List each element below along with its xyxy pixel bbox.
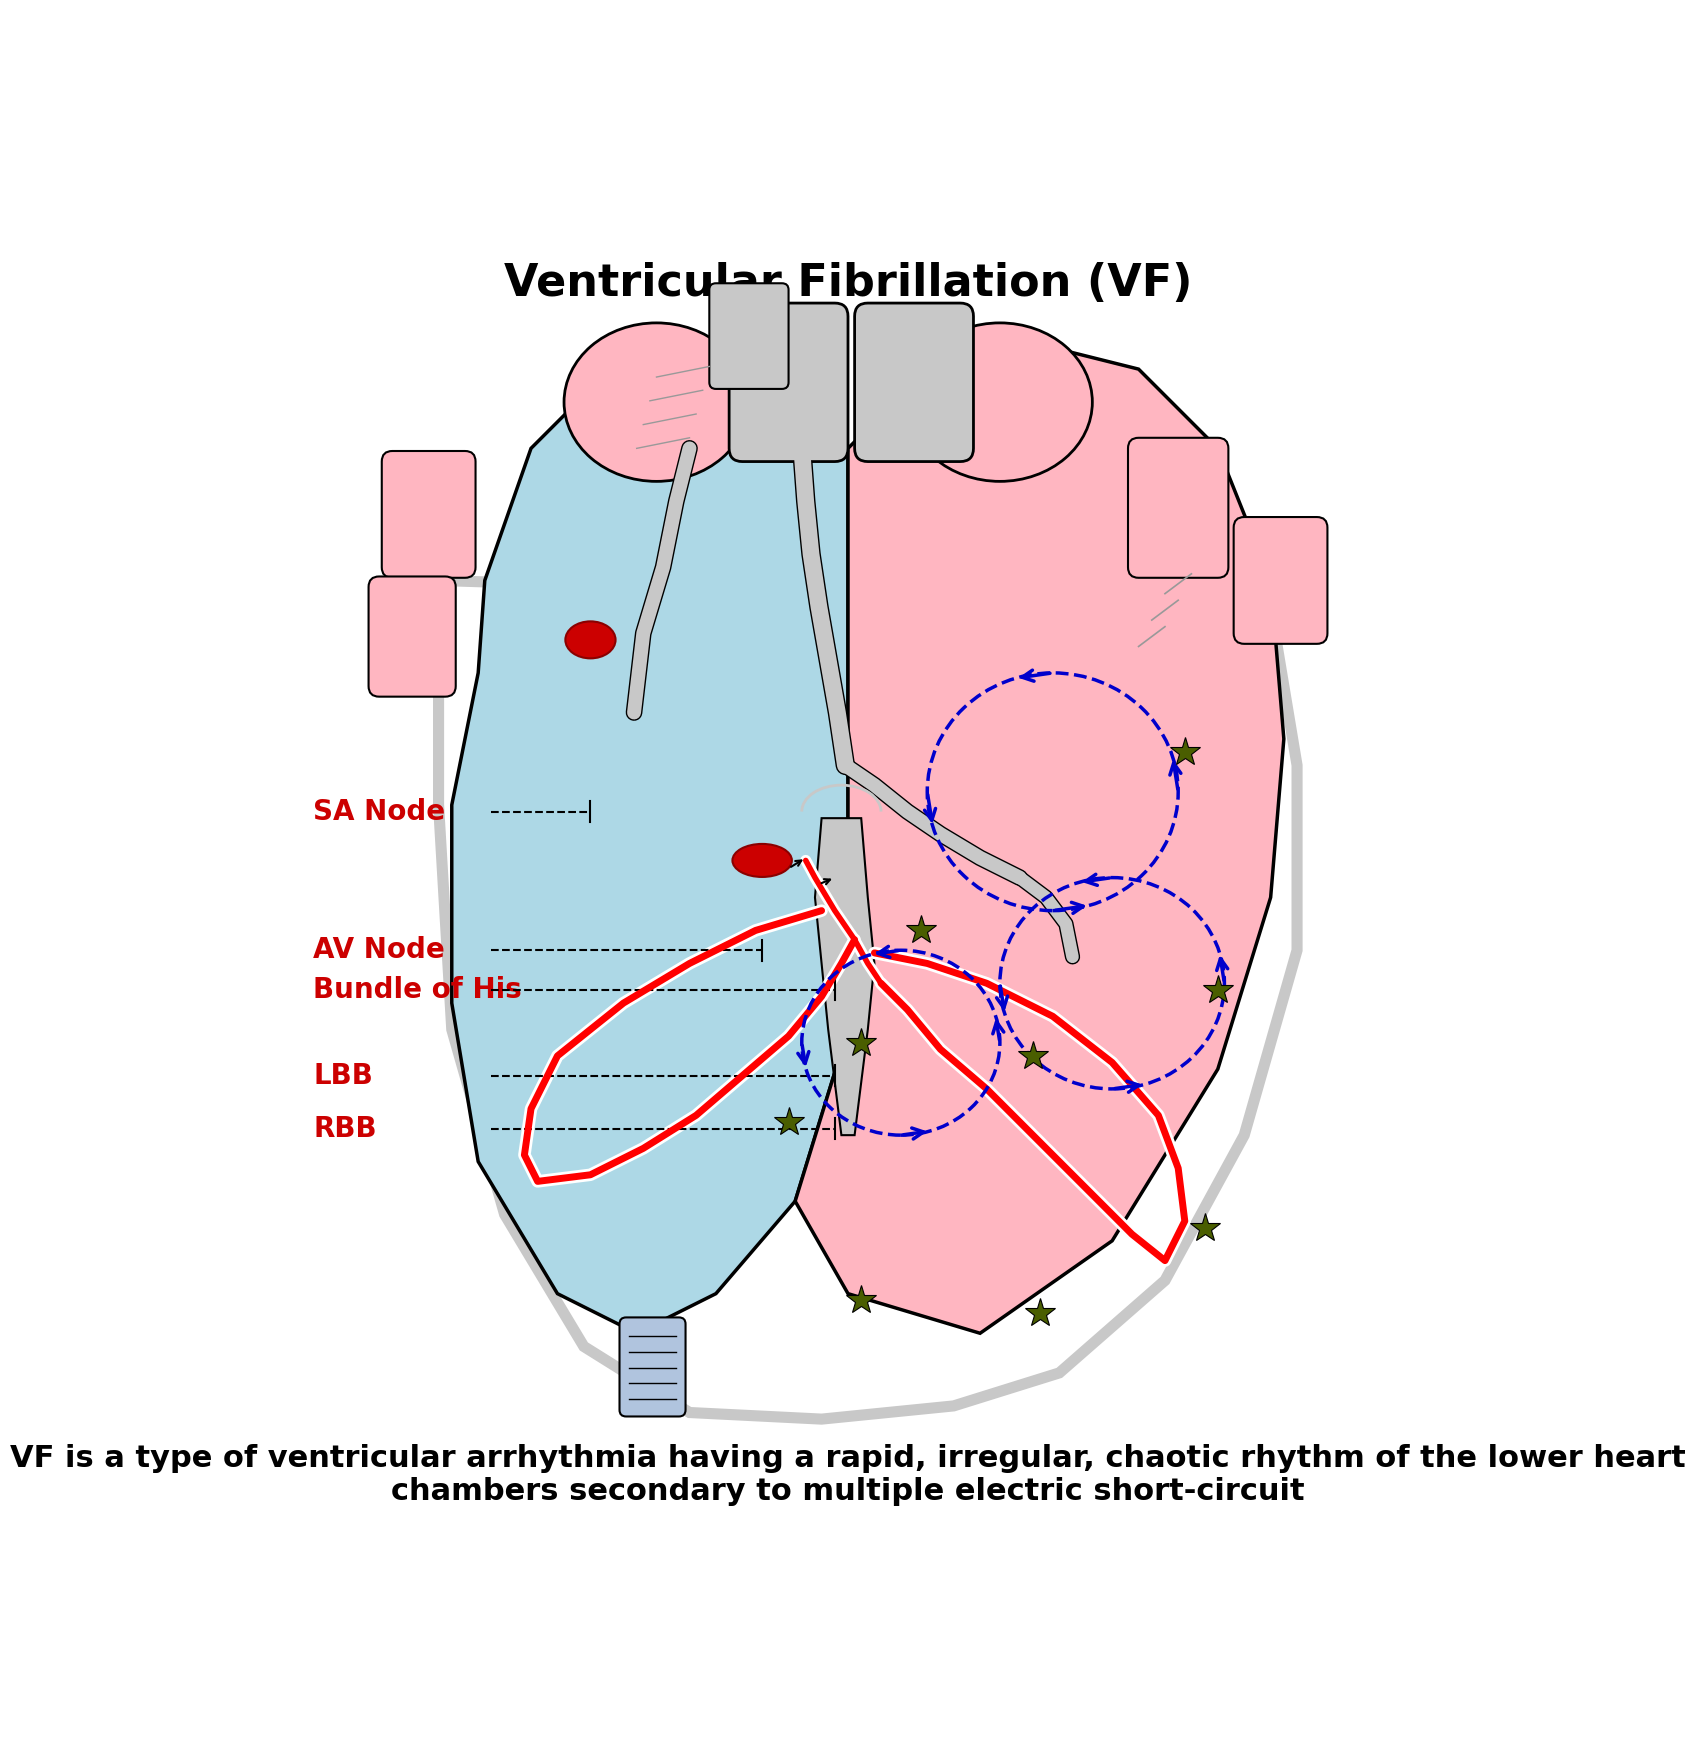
Text: Bundle of His: Bundle of His xyxy=(314,976,522,1003)
Ellipse shape xyxy=(565,622,616,658)
Text: LBB: LBB xyxy=(314,1061,373,1090)
Text: chambers secondary to multiple electric short-circuit: chambers secondary to multiple electric … xyxy=(392,1477,1304,1507)
FancyBboxPatch shape xyxy=(729,303,848,462)
Polygon shape xyxy=(816,819,875,1136)
FancyBboxPatch shape xyxy=(382,451,475,578)
FancyBboxPatch shape xyxy=(709,284,789,388)
Text: SA Node: SA Node xyxy=(314,798,446,826)
Polygon shape xyxy=(795,343,1284,1333)
Text: VF is a type of ventricular arrhythmia having a rapid, irregular, chaotic rhythm: VF is a type of ventricular arrhythmia h… xyxy=(10,1444,1686,1474)
Text: RBB: RBB xyxy=(314,1115,377,1143)
Ellipse shape xyxy=(733,843,792,876)
FancyBboxPatch shape xyxy=(1233,517,1328,645)
Text: AV Node: AV Node xyxy=(314,935,444,965)
FancyBboxPatch shape xyxy=(855,303,974,462)
FancyBboxPatch shape xyxy=(368,577,456,697)
Text: Ventricular Fibrillation (VF): Ventricular Fibrillation (VF) xyxy=(504,261,1192,305)
Polygon shape xyxy=(451,343,848,1333)
Ellipse shape xyxy=(565,322,750,481)
Ellipse shape xyxy=(907,322,1092,481)
FancyBboxPatch shape xyxy=(619,1317,685,1416)
FancyBboxPatch shape xyxy=(1128,437,1228,578)
